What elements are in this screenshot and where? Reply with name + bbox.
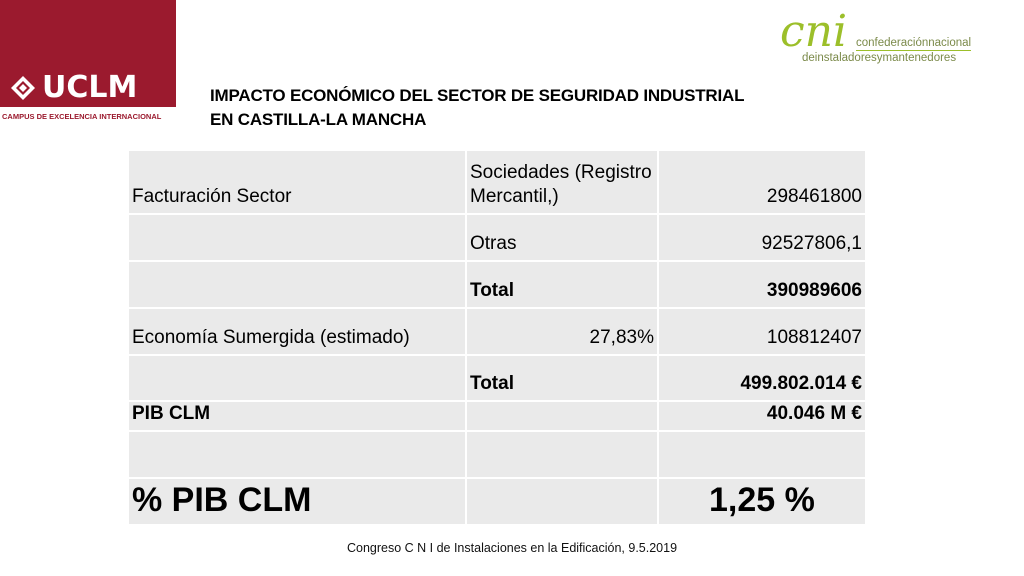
cni-org-line1: confederaciónnacional [856,37,972,51]
cni-logo: cni confederaciónnacional deinstaladores… [780,10,1016,70]
cni-mark: cni [780,6,848,57]
table-cell [127,430,467,479]
table-row: PIB CLM 40.046 M € [127,400,867,432]
table-cell: 40.046 M € [657,400,867,432]
table-cell [657,430,867,479]
title-line-1: IMPACTO ECONÓMICO DEL SECTOR DE SEGURIDA… [210,86,745,105]
table-cell: 499.802.014 € [657,354,867,402]
table-row: Total 499.802.014 € [127,354,867,402]
table-cell: PIB CLM [127,400,467,432]
table-row: Total 390989606 [127,260,867,309]
title-line-2: EN CASTILLA-LA MANCHA [210,110,427,129]
table-cell [465,430,659,479]
table-cell: 108812407 [657,307,867,356]
table-cell [127,260,467,309]
economic-impact-table: Facturación Sector Sociedades (Registro … [127,149,867,526]
table-cell: 1,25 % [657,477,867,526]
footer-caption: Congreso C N I de Instalaciones en la Ed… [346,541,678,555]
uclm-subtitle: CAMPUS DE EXCELENCIA INTERNACIONAL [2,112,162,121]
uclm-name: UCLM [42,70,138,105]
table-cell: Total [465,260,659,309]
table-row [127,430,867,479]
table-cell [127,354,467,402]
uclm-logo-block: UCLM [0,0,176,107]
table-row: % PIB CLM 1,25 % [127,477,867,526]
table-cell: 92527806,1 [657,213,867,262]
table-row: Economía Sumergida (estimado) 27,83% 108… [127,307,867,356]
uclm-emblem-icon [11,75,35,100]
table-cell [465,477,659,526]
table-cell: % PIB CLM [127,477,467,526]
table-row: Otras 92527806,1 [127,213,867,262]
table-cell: 298461800 [657,149,867,215]
table-cell: Sociedades (Registro Mercantil,) [465,149,659,215]
table-cell: Facturación Sector [127,149,467,215]
table-cell [127,213,467,262]
uclm-logo: UCLM [10,70,137,105]
cni-org-line2: deinstaladoresymantenedores [802,52,957,64]
table-cell: Economía Sumergida (estimado) [127,307,467,356]
table-row: Facturación Sector Sociedades (Registro … [127,149,867,215]
page-title: IMPACTO ECONÓMICO DEL SECTOR DE SEGURIDA… [210,84,810,132]
table-cell: Total [465,354,659,402]
table-cell: 390989606 [657,260,867,309]
table-cell: 27,83% [465,307,659,356]
table-cell: Otras [465,213,659,262]
table-cell [465,400,659,432]
